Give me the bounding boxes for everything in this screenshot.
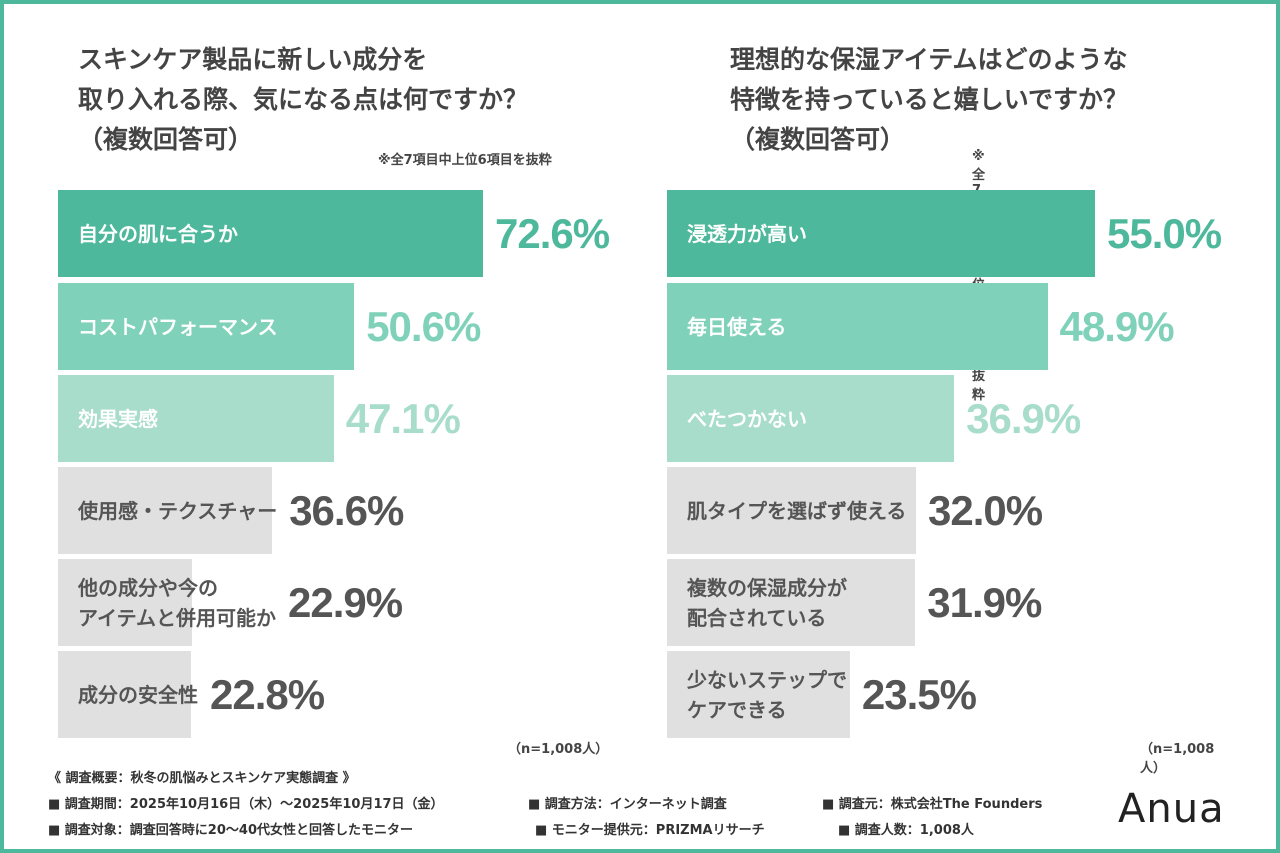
bar: 肌タイプを選ばず使える 32.0%: [667, 467, 1043, 554]
bar-label: 使用感・テクスチャー: [78, 498, 278, 523]
bar-value: 47.1%: [345, 394, 461, 442]
chart-right: 理想的な保湿アイテムはどのような 特徴を持っていると嬉しいですか？ （複数回答可…: [0, 0, 1222, 776]
bar-label: コストパフォーマンス: [78, 314, 278, 339]
bar-label: 他の成分や今の アイテムと併用可能か: [78, 575, 276, 630]
survey-count: ■ 調査人数：1,008人: [838, 823, 974, 838]
chart-title: 理想的な保湿アイテムはどのような 特徴を持っていると嬉しいですか？ （複数回答可…: [730, 45, 1129, 154]
bar: 他の成分や今の アイテムと併用可能か 22.9%: [58, 559, 403, 646]
bar-value: 32.0%: [928, 486, 1043, 534]
bar-value: 55.0%: [1107, 209, 1222, 257]
bar-value: 22.8%: [210, 670, 325, 718]
bar: べたつかない 36.9%: [667, 375, 1081, 462]
bar-label: 浸透力が高い: [687, 221, 807, 246]
survey-target: ■ 調査対象：調査回答時に20～40代女性と回答したモニター: [48, 823, 413, 838]
bar: 少ないステップで ケアできる 23.5%: [667, 651, 977, 738]
chart-note: ※全7項目中上位6項目を抜粋: [378, 153, 552, 168]
bar-label: 少ないステップで ケアできる: [687, 667, 847, 722]
survey-source: ■ 調査元：株式会社The Founders: [822, 797, 1043, 812]
bar-value: 48.9%: [1059, 302, 1175, 350]
bar: 効果実感 47.1%: [58, 375, 461, 462]
bar-label: 成分の安全性: [78, 682, 198, 707]
bar: コストパフォーマンス 50.6%: [58, 283, 481, 370]
bar-value: 36.6%: [289, 486, 404, 534]
survey-provider: ■ モニター提供元：PRIZMAリサーチ: [535, 823, 765, 838]
bar-value: 50.6%: [366, 302, 481, 350]
bar: 自分の肌に合うか 72.6%: [58, 190, 610, 277]
bar-value: 31.9%: [927, 578, 1042, 626]
bar-label: 毎日使える: [687, 314, 787, 339]
survey-method: ■ 調査方法：インターネット調査: [528, 797, 727, 812]
chart-title: スキンケア製品に新しい成分を 取り入れる際、気になる点は何ですか？ （複数回答可…: [78, 45, 529, 154]
bar-label: 複数の保湿成分が 配合されている: [687, 575, 847, 630]
bar: 浸透力が高い 55.0%: [667, 190, 1222, 277]
bar-label: べたつかない: [687, 406, 807, 431]
survey-period: ■ 調査期間：2025年10月16日（木）～2025年10月17日（金）: [48, 797, 444, 812]
bar: 成分の安全性 22.8%: [58, 651, 325, 738]
anua-logo: Anua: [1118, 786, 1225, 832]
bar-label: 肌タイプを選ばず使える: [687, 498, 907, 523]
survey-overview: 《 調査概要：秋冬の肌悩みとスキンケア実態調査 》: [48, 771, 356, 786]
bar: 使用感・テクスチャー 36.6%: [58, 467, 404, 554]
bar-value: 23.5%: [861, 670, 977, 718]
sample-size: （n=1,008人）: [1140, 742, 1215, 776]
bar-label: 自分の肌に合うか: [78, 221, 238, 246]
sample-size: （n=1,008人）: [508, 742, 609, 757]
bar: 毎日使える 48.9%: [667, 283, 1175, 370]
bar: 複数の保湿成分が 配合されている 31.9%: [667, 559, 1042, 646]
bar-value: 36.9%: [966, 394, 1081, 442]
bar-value: 22.9%: [288, 578, 403, 626]
bar-label: 効果実感: [78, 406, 158, 431]
bar-value: 72.6%: [495, 209, 610, 257]
chart-left: スキンケア製品に新しい成分を 取り入れる際、気になる点は何ですか？ （複数回答可…: [0, 0, 640, 760]
